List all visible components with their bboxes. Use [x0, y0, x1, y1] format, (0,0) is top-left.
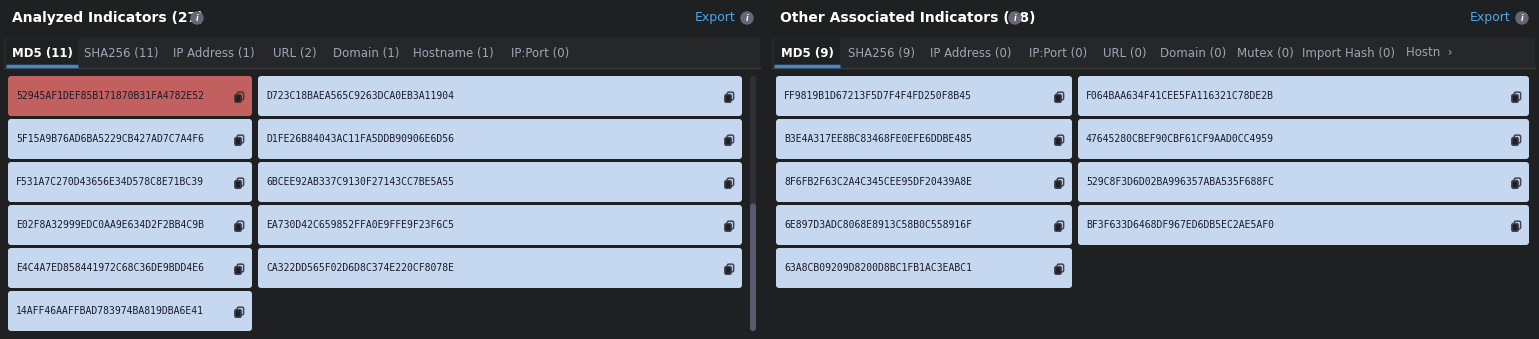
FancyBboxPatch shape — [235, 266, 242, 274]
Text: 63A8CB09209D8200D8BC1FB1AC3EABC1: 63A8CB09209D8200D8BC1FB1AC3EABC1 — [783, 263, 973, 273]
FancyBboxPatch shape — [1077, 205, 1530, 245]
FancyBboxPatch shape — [1054, 266, 1062, 274]
Text: E02F8A32999EDC0AA9E634D2F2BB4C9B: E02F8A32999EDC0AA9E634D2F2BB4C9B — [15, 220, 205, 230]
FancyBboxPatch shape — [235, 181, 242, 188]
Text: Domain (1): Domain (1) — [332, 46, 399, 60]
FancyBboxPatch shape — [773, 38, 1534, 68]
FancyBboxPatch shape — [8, 248, 252, 288]
Text: 6E897D3ADC8068E8913C58B0C558916F: 6E897D3ADC8068E8913C58B0C558916F — [783, 220, 973, 230]
FancyBboxPatch shape — [725, 138, 731, 145]
Text: SHA256 (9): SHA256 (9) — [848, 46, 914, 60]
FancyBboxPatch shape — [259, 248, 742, 288]
Text: IP:Port (0): IP:Port (0) — [1030, 46, 1087, 60]
FancyBboxPatch shape — [1511, 95, 1517, 102]
FancyBboxPatch shape — [1511, 181, 1517, 188]
Text: Hostn  ›: Hostn › — [1405, 46, 1453, 60]
FancyBboxPatch shape — [8, 76, 252, 116]
FancyBboxPatch shape — [1077, 119, 1530, 159]
Circle shape — [740, 12, 753, 24]
FancyBboxPatch shape — [5, 38, 760, 68]
Text: 14AFF46AAFFBAD783974BA819DBA6E41: 14AFF46AAFFBAD783974BA819DBA6E41 — [15, 306, 205, 316]
Text: MD5 (11): MD5 (11) — [12, 46, 72, 60]
Text: IP Address (1): IP Address (1) — [174, 46, 255, 60]
FancyBboxPatch shape — [235, 138, 242, 145]
FancyBboxPatch shape — [259, 119, 742, 159]
Text: Export: Export — [696, 12, 736, 24]
Text: 6BCEE92AB337C9130F27143CC7BE5A55: 6BCEE92AB337C9130F27143CC7BE5A55 — [266, 177, 454, 187]
Text: IP Address (0): IP Address (0) — [930, 46, 1011, 60]
FancyBboxPatch shape — [5, 6, 760, 34]
FancyBboxPatch shape — [1054, 223, 1062, 231]
FancyBboxPatch shape — [6, 39, 78, 67]
Text: URL (2): URL (2) — [274, 46, 317, 60]
FancyBboxPatch shape — [235, 223, 242, 231]
Text: MD5 (9): MD5 (9) — [780, 46, 834, 60]
Text: EA730D42C659852FFA0E9FFE9F23F6C5: EA730D42C659852FFA0E9FFE9F23F6C5 — [266, 220, 454, 230]
Text: SHA256 (11): SHA256 (11) — [83, 46, 159, 60]
Text: 5F15A9B76AD6BA5229CB427AD7C7A4F6: 5F15A9B76AD6BA5229CB427AD7C7A4F6 — [15, 134, 205, 144]
FancyBboxPatch shape — [8, 162, 252, 202]
Text: D723C18BAEA565C9263DCA0EB3A11904: D723C18BAEA565C9263DCA0EB3A11904 — [266, 91, 454, 101]
Text: B3E4A317EE8BC83468FE0EFE6DDBE485: B3E4A317EE8BC83468FE0EFE6DDBE485 — [783, 134, 973, 144]
FancyBboxPatch shape — [725, 266, 731, 274]
Text: Export: Export — [1470, 12, 1511, 24]
FancyBboxPatch shape — [776, 119, 1073, 159]
FancyBboxPatch shape — [776, 248, 1073, 288]
FancyBboxPatch shape — [1511, 223, 1517, 231]
Circle shape — [1010, 12, 1020, 24]
Text: 47645280CBEF90CBF61CF9AAD0CC4959: 47645280CBEF90CBF61CF9AAD0CC4959 — [1087, 134, 1274, 144]
Text: D1FE26B84043AC11FA5DDB90906E6D56: D1FE26B84043AC11FA5DDB90906E6D56 — [266, 134, 454, 144]
Text: Mutex (0): Mutex (0) — [1237, 46, 1293, 60]
FancyBboxPatch shape — [8, 205, 252, 245]
Text: Domain (0): Domain (0) — [1160, 46, 1227, 60]
FancyBboxPatch shape — [1077, 76, 1530, 116]
Text: 529C8F3D6D02BA996357ABA535F688FC: 529C8F3D6D02BA996357ABA535F688FC — [1087, 177, 1274, 187]
Text: URL (0): URL (0) — [1103, 46, 1147, 60]
FancyBboxPatch shape — [1511, 138, 1517, 145]
FancyBboxPatch shape — [235, 95, 242, 102]
Text: i: i — [1521, 14, 1524, 23]
Text: FF9819B1D67213F5D7F4F4FD250F8B45: FF9819B1D67213F5D7F4F4FD250F8B45 — [783, 91, 973, 101]
Text: F531A7C270D43656E34D578C8E71BC39: F531A7C270D43656E34D578C8E71BC39 — [15, 177, 205, 187]
FancyBboxPatch shape — [259, 76, 742, 116]
FancyBboxPatch shape — [1054, 95, 1062, 102]
FancyBboxPatch shape — [725, 95, 731, 102]
Circle shape — [191, 12, 203, 24]
FancyBboxPatch shape — [774, 39, 840, 67]
Circle shape — [1516, 12, 1528, 24]
Text: i: i — [746, 14, 748, 23]
Text: BF3F633D6468DF967ED6DB5EC2AE5AF0: BF3F633D6468DF967ED6DB5EC2AE5AF0 — [1087, 220, 1274, 230]
Text: i: i — [1014, 14, 1016, 23]
FancyBboxPatch shape — [8, 291, 252, 331]
FancyBboxPatch shape — [776, 205, 1073, 245]
FancyBboxPatch shape — [1054, 138, 1062, 145]
Text: F064BAA634F41CEE5FA116321C78DE2B: F064BAA634F41CEE5FA116321C78DE2B — [1087, 91, 1274, 101]
FancyBboxPatch shape — [259, 205, 742, 245]
FancyBboxPatch shape — [725, 181, 731, 188]
Text: E4C4A7ED858441972C68C36DE9BDD4E6: E4C4A7ED858441972C68C36DE9BDD4E6 — [15, 263, 205, 273]
FancyBboxPatch shape — [749, 76, 756, 331]
FancyBboxPatch shape — [1054, 181, 1062, 188]
FancyBboxPatch shape — [776, 162, 1073, 202]
Text: Import Hash (0): Import Hash (0) — [1302, 46, 1394, 60]
Text: 8F6FB2F63C2A4C345CEE95DF20439A8E: 8F6FB2F63C2A4C345CEE95DF20439A8E — [783, 177, 973, 187]
FancyBboxPatch shape — [235, 310, 242, 317]
FancyBboxPatch shape — [776, 76, 1073, 116]
FancyBboxPatch shape — [1077, 162, 1530, 202]
Text: CA322DD565F02D6D8C374E220CF8078E: CA322DD565F02D6D8C374E220CF8078E — [266, 263, 454, 273]
FancyBboxPatch shape — [725, 223, 731, 231]
Text: Analyzed Indicators (27): Analyzed Indicators (27) — [12, 11, 203, 25]
Text: 52945AF1DEF85B171870B31FA4782E52: 52945AF1DEF85B171870B31FA4782E52 — [15, 91, 205, 101]
FancyBboxPatch shape — [259, 162, 742, 202]
FancyBboxPatch shape — [749, 203, 756, 331]
Text: Other Associated Indicators (18): Other Associated Indicators (18) — [780, 11, 1036, 25]
Text: Hostname (1): Hostname (1) — [412, 46, 494, 60]
Text: IP:Port (0): IP:Port (0) — [511, 46, 569, 60]
FancyBboxPatch shape — [8, 119, 252, 159]
Text: i: i — [195, 14, 199, 23]
